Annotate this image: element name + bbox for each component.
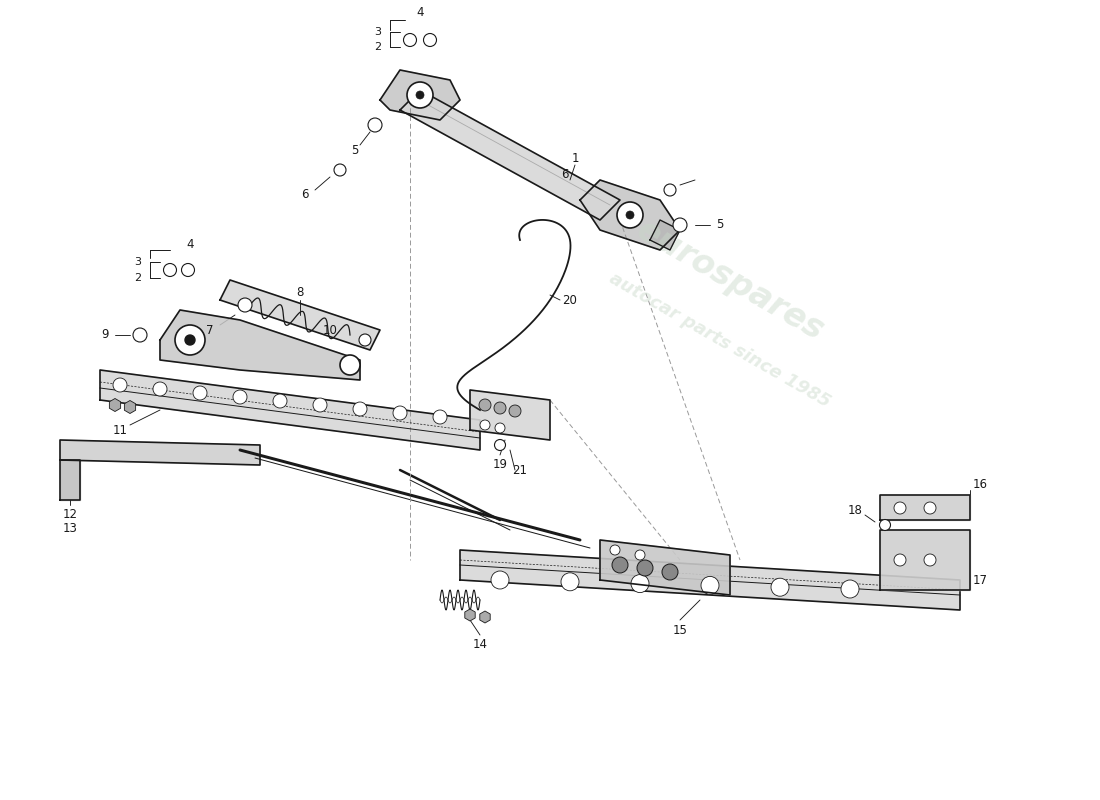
Circle shape bbox=[334, 164, 346, 176]
Polygon shape bbox=[650, 220, 680, 250]
Circle shape bbox=[164, 263, 176, 277]
Circle shape bbox=[626, 211, 634, 219]
Circle shape bbox=[182, 263, 195, 277]
Text: 19: 19 bbox=[493, 458, 507, 471]
Text: 3: 3 bbox=[134, 257, 142, 267]
Polygon shape bbox=[379, 70, 460, 120]
Text: 2: 2 bbox=[374, 42, 382, 52]
Circle shape bbox=[353, 402, 367, 416]
Polygon shape bbox=[880, 530, 970, 590]
Circle shape bbox=[495, 439, 506, 450]
Circle shape bbox=[924, 502, 936, 514]
Circle shape bbox=[133, 328, 147, 342]
Circle shape bbox=[612, 557, 628, 573]
Text: 7: 7 bbox=[207, 323, 213, 337]
Text: 17: 17 bbox=[972, 574, 988, 586]
Text: 8: 8 bbox=[296, 286, 304, 298]
Circle shape bbox=[433, 410, 447, 424]
Text: 20: 20 bbox=[562, 294, 578, 306]
Text: 6: 6 bbox=[561, 169, 569, 182]
Circle shape bbox=[359, 334, 371, 346]
Circle shape bbox=[233, 390, 248, 404]
Circle shape bbox=[631, 574, 649, 593]
Text: 2: 2 bbox=[134, 273, 142, 283]
Polygon shape bbox=[60, 460, 80, 500]
Polygon shape bbox=[470, 390, 550, 440]
Circle shape bbox=[771, 578, 789, 596]
Circle shape bbox=[340, 355, 360, 375]
Circle shape bbox=[424, 34, 437, 46]
Polygon shape bbox=[460, 550, 960, 610]
Circle shape bbox=[701, 576, 719, 594]
Circle shape bbox=[610, 545, 620, 555]
Circle shape bbox=[637, 560, 653, 576]
Polygon shape bbox=[60, 440, 260, 465]
Circle shape bbox=[368, 118, 382, 132]
Circle shape bbox=[495, 423, 505, 433]
Polygon shape bbox=[400, 90, 620, 220]
Circle shape bbox=[673, 218, 688, 232]
Circle shape bbox=[192, 386, 207, 400]
Text: 21: 21 bbox=[513, 463, 528, 477]
Text: 11: 11 bbox=[112, 423, 128, 437]
Circle shape bbox=[113, 378, 127, 392]
Polygon shape bbox=[100, 370, 480, 450]
Circle shape bbox=[509, 405, 521, 417]
Circle shape bbox=[561, 573, 579, 590]
Circle shape bbox=[480, 420, 490, 430]
Circle shape bbox=[494, 402, 506, 414]
Circle shape bbox=[407, 82, 433, 108]
Circle shape bbox=[842, 580, 859, 598]
Polygon shape bbox=[160, 310, 360, 380]
Circle shape bbox=[273, 394, 287, 408]
Circle shape bbox=[617, 202, 643, 228]
Polygon shape bbox=[600, 540, 730, 595]
Circle shape bbox=[880, 519, 891, 530]
Circle shape bbox=[153, 382, 167, 396]
Circle shape bbox=[894, 502, 906, 514]
Circle shape bbox=[635, 550, 645, 560]
Circle shape bbox=[314, 398, 327, 412]
Circle shape bbox=[404, 34, 417, 46]
Text: 9: 9 bbox=[101, 329, 109, 342]
Text: 5: 5 bbox=[716, 218, 724, 231]
Circle shape bbox=[478, 399, 491, 411]
Text: 1: 1 bbox=[571, 151, 579, 165]
Text: 18: 18 bbox=[848, 503, 862, 517]
Text: 12: 12 bbox=[63, 509, 77, 522]
Circle shape bbox=[416, 91, 424, 99]
Polygon shape bbox=[220, 280, 380, 350]
Circle shape bbox=[924, 554, 936, 566]
Circle shape bbox=[393, 406, 407, 420]
Circle shape bbox=[175, 325, 205, 355]
Text: 4: 4 bbox=[186, 238, 194, 251]
Text: 16: 16 bbox=[972, 478, 988, 491]
Text: eurospares: eurospares bbox=[630, 213, 829, 347]
Text: 10: 10 bbox=[322, 323, 338, 337]
Text: 3: 3 bbox=[374, 27, 382, 37]
Text: autocar parts since 1985: autocar parts since 1985 bbox=[606, 269, 834, 411]
Text: 14: 14 bbox=[473, 638, 487, 651]
Circle shape bbox=[491, 571, 509, 589]
Circle shape bbox=[894, 554, 906, 566]
Text: 4: 4 bbox=[416, 6, 424, 18]
Circle shape bbox=[238, 298, 252, 312]
Text: 5: 5 bbox=[351, 143, 359, 157]
Polygon shape bbox=[580, 180, 680, 250]
Text: 6: 6 bbox=[301, 189, 309, 202]
Circle shape bbox=[664, 184, 676, 196]
Circle shape bbox=[185, 335, 195, 345]
Polygon shape bbox=[880, 495, 970, 520]
Circle shape bbox=[662, 564, 678, 580]
Text: 15: 15 bbox=[672, 623, 688, 637]
Text: 13: 13 bbox=[63, 522, 77, 534]
